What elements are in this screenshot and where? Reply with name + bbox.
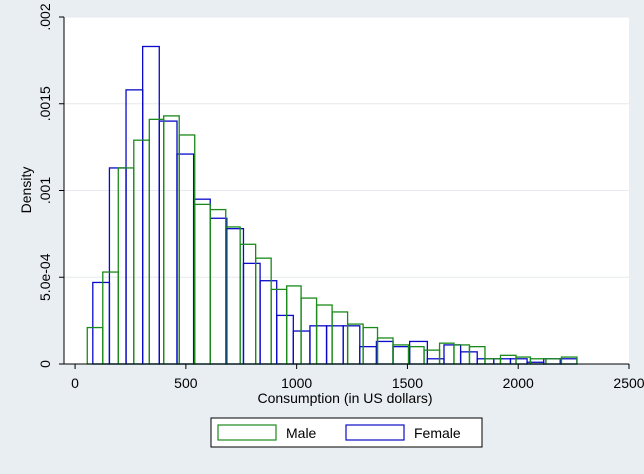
y-axis-label: Density xyxy=(18,167,34,214)
legend-swatch-male xyxy=(217,424,277,441)
x-tick-label-3: 1500 xyxy=(392,375,423,391)
y-tick-label-4: .002 xyxy=(37,3,53,30)
x-axis-label: Consumption (in US dollars) xyxy=(257,390,432,406)
x-tick-label-5: 2500 xyxy=(613,375,644,391)
y-tick-label-3: .0015 xyxy=(37,86,53,121)
x-tick-label-2: 1000 xyxy=(281,375,312,391)
x-tick-label-0: 0 xyxy=(71,375,79,391)
legend-label-female: Female xyxy=(414,425,461,441)
legend-swatch-female xyxy=(345,424,405,441)
x-tick-label-1: 500 xyxy=(174,375,198,391)
x-tick-label-4: 2000 xyxy=(503,375,534,391)
legend-label-male: Male xyxy=(286,425,317,441)
axes: 0 500 1000 1500 2000 2500 0 5.0e-04 .001 .0015 .00… xyxy=(37,3,644,391)
y-tick-label-0: 0 xyxy=(37,360,53,368)
legend: Male Female xyxy=(210,417,483,448)
y-tick-label-1: 5.0e-04 xyxy=(37,253,53,301)
y-tick-label-2: .001 xyxy=(37,177,53,204)
